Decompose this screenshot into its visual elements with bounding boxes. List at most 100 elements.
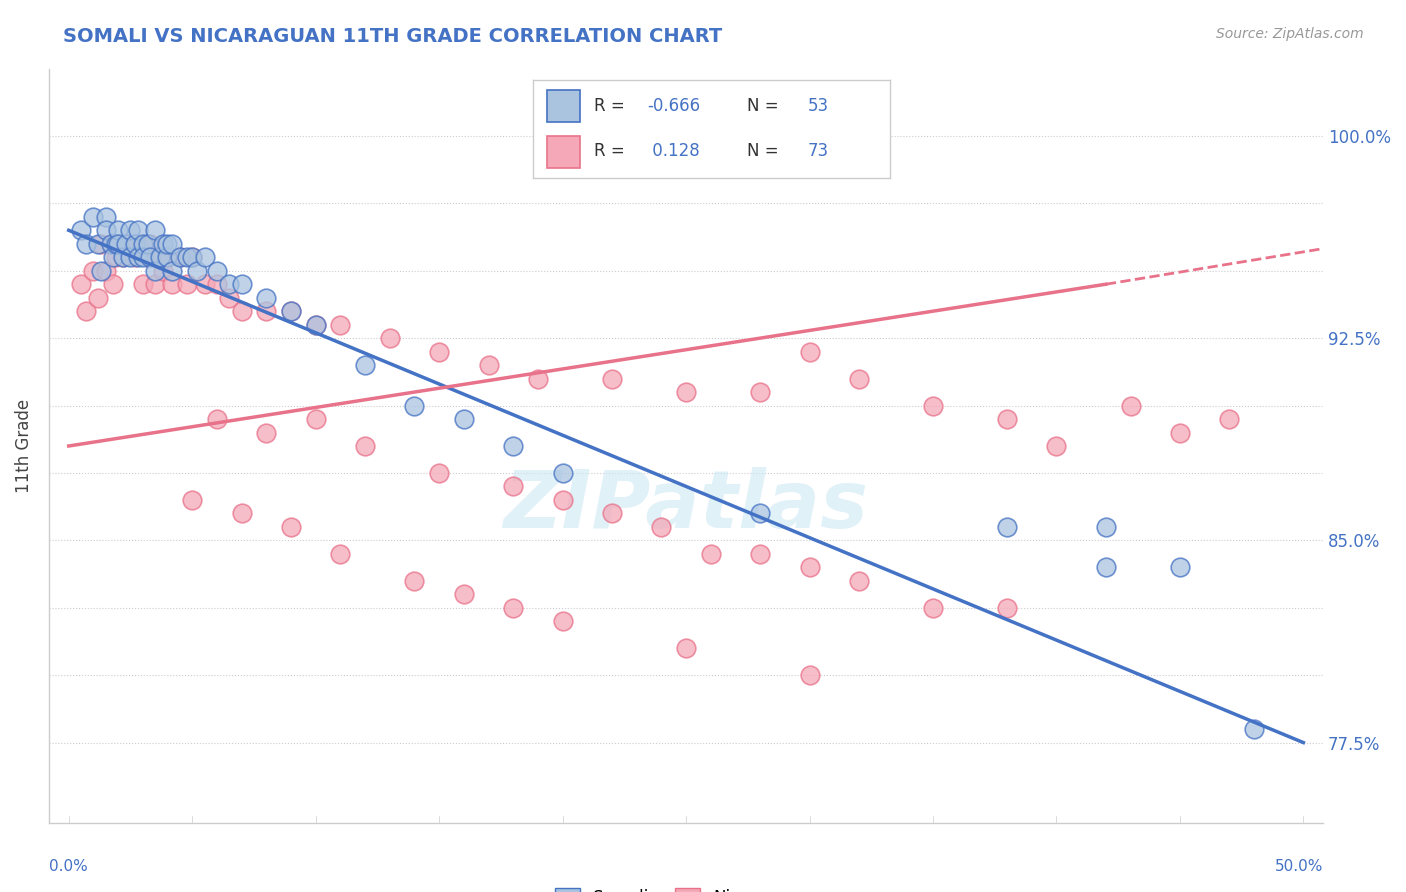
Point — [305, 412, 328, 426]
Point — [799, 560, 821, 574]
Point — [749, 547, 772, 561]
Point — [181, 250, 204, 264]
Point — [156, 236, 179, 251]
Point — [799, 344, 821, 359]
Point — [136, 236, 159, 251]
Point — [1218, 412, 1240, 426]
Point — [218, 277, 240, 292]
Point — [1243, 722, 1265, 736]
Point — [139, 236, 162, 251]
Point — [75, 236, 97, 251]
Text: 0.0%: 0.0% — [49, 859, 87, 874]
Point — [101, 250, 124, 264]
Point — [82, 210, 104, 224]
Point — [600, 371, 623, 385]
Point — [87, 291, 110, 305]
Point — [404, 399, 426, 413]
Point — [120, 236, 142, 251]
Point — [186, 264, 208, 278]
Point — [502, 439, 524, 453]
Point — [193, 277, 215, 292]
Legend: Somalis, Nicaraguans: Somalis, Nicaraguans — [548, 882, 824, 892]
Point — [305, 318, 328, 332]
Point — [1168, 560, 1191, 574]
Point — [305, 318, 328, 332]
Point — [162, 264, 184, 278]
Point — [799, 668, 821, 682]
Point — [254, 304, 277, 318]
Point — [143, 264, 166, 278]
Point — [749, 507, 772, 521]
Text: ZIPatlas: ZIPatlas — [503, 467, 869, 545]
Point — [922, 399, 945, 413]
Point — [100, 236, 122, 251]
Point — [149, 250, 172, 264]
Point — [600, 507, 623, 521]
Point — [1095, 560, 1118, 574]
Point — [82, 264, 104, 278]
Point — [90, 236, 112, 251]
Point — [231, 507, 253, 521]
Point — [453, 587, 475, 601]
Point — [378, 331, 401, 345]
Point — [181, 492, 204, 507]
Point — [112, 250, 135, 264]
Point — [94, 210, 117, 224]
Point — [231, 277, 253, 292]
Point — [181, 250, 204, 264]
Point — [254, 291, 277, 305]
Point — [136, 250, 159, 264]
Point — [848, 574, 870, 588]
Point — [120, 223, 142, 237]
Point — [231, 304, 253, 318]
Point — [90, 264, 112, 278]
Point — [152, 236, 174, 251]
Point — [218, 291, 240, 305]
Point — [502, 479, 524, 493]
Point — [107, 223, 129, 237]
Point — [527, 371, 550, 385]
Point — [354, 439, 377, 453]
Point — [1119, 399, 1142, 413]
Point — [427, 344, 450, 359]
Text: SOMALI VS NICARAGUAN 11TH GRADE CORRELATION CHART: SOMALI VS NICARAGUAN 11TH GRADE CORRELAT… — [63, 27, 723, 45]
Point — [143, 277, 166, 292]
Point — [1045, 439, 1067, 453]
Point — [152, 264, 174, 278]
Point — [162, 236, 184, 251]
Point — [205, 412, 228, 426]
Point — [127, 223, 149, 237]
Point — [107, 236, 129, 251]
Point — [193, 250, 215, 264]
Point — [205, 277, 228, 292]
Point — [551, 614, 574, 628]
Point — [995, 412, 1018, 426]
Point — [127, 250, 149, 264]
Point — [280, 304, 302, 318]
Point — [156, 250, 179, 264]
Point — [404, 574, 426, 588]
Point — [176, 277, 198, 292]
Point — [280, 520, 302, 534]
Point — [329, 547, 352, 561]
Point — [156, 250, 179, 264]
Point — [205, 264, 228, 278]
Point — [132, 236, 155, 251]
Text: 50.0%: 50.0% — [1275, 859, 1323, 874]
Point — [749, 385, 772, 400]
Point — [104, 250, 127, 264]
Point — [143, 223, 166, 237]
Point — [477, 358, 499, 372]
Point — [70, 277, 93, 292]
Point — [127, 236, 149, 251]
Point — [329, 318, 352, 332]
Point — [1168, 425, 1191, 440]
Point — [848, 371, 870, 385]
Point — [650, 520, 672, 534]
Point — [176, 250, 198, 264]
Point — [453, 412, 475, 426]
Point — [107, 236, 129, 251]
Point — [87, 236, 110, 251]
Point — [75, 304, 97, 318]
Point — [94, 223, 117, 237]
